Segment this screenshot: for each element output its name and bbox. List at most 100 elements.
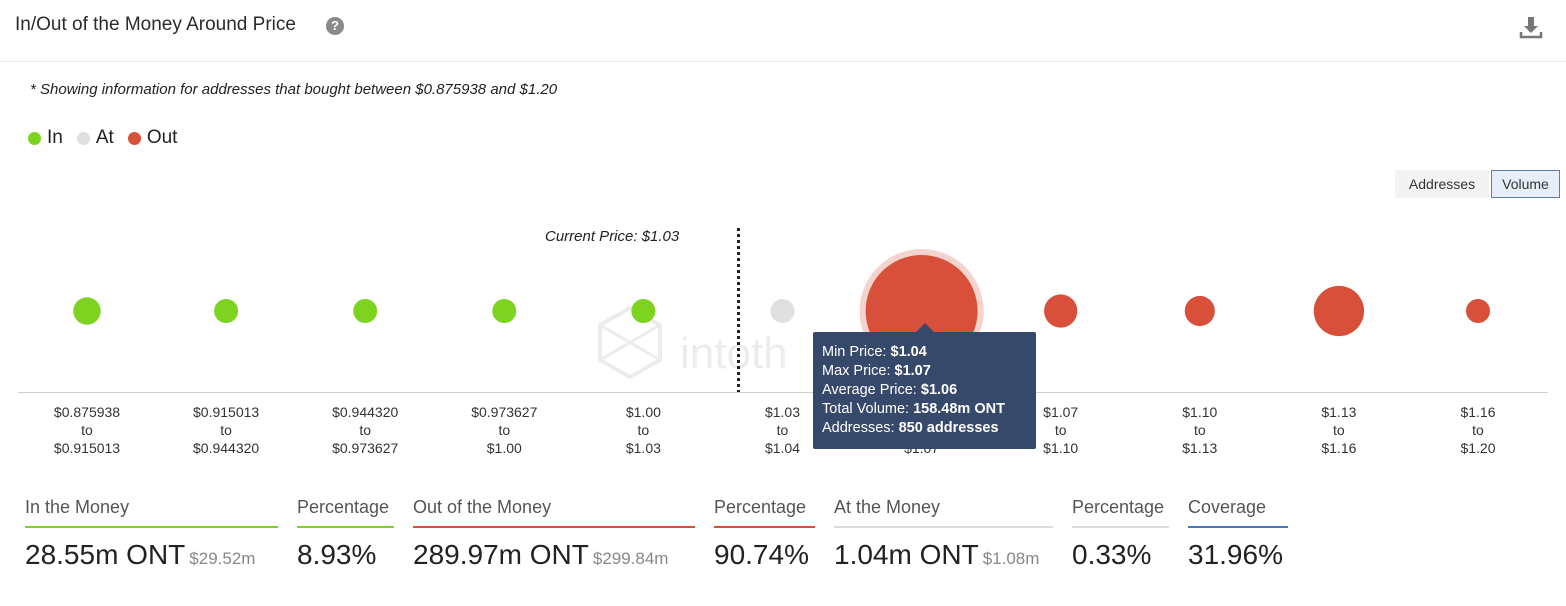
stat-main-value: 1.04m ONT <box>834 539 979 570</box>
tick-connector: to <box>1333 422 1345 438</box>
tick-to: $0.915013 <box>53 440 121 456</box>
stat-label: Out of the Money <box>413 497 552 517</box>
bubble-at-5[interactable] <box>770 299 795 323</box>
stat-main-value: 289.97m ONT <box>413 539 589 570</box>
page-title: In/Out of the Money Around Price <box>15 14 296 35</box>
addresses-toggle-button[interactable]: Addresses <box>1395 170 1489 198</box>
tick-from: $1.16 <box>1460 404 1496 420</box>
stat-value: 289.97m ONT $299.84m <box>413 539 695 571</box>
stat-bar <box>834 526 1053 528</box>
download-icon[interactable] <box>1518 14 1544 40</box>
x-tick-label: $0.944320 to $0.973627 <box>305 403 425 457</box>
stat-at-percentage: Percentage 0.33% <box>1072 497 1169 571</box>
legend-label-at: At <box>95 127 114 148</box>
tick-connector: to <box>776 422 789 438</box>
bubble-in-2[interactable] <box>353 299 378 323</box>
tick-connector: to <box>359 422 372 438</box>
tick-to: $1.16 <box>1321 440 1357 456</box>
help-icon[interactable]: ? <box>326 17 344 35</box>
stat-out-percentage: Percentage 90.74% <box>714 497 815 571</box>
tick-from: $1.13 <box>1321 404 1357 420</box>
tooltip-min-price: Min Price: $1.04 <box>822 344 927 360</box>
bubble-in-0[interactable] <box>73 297 101 325</box>
bubble-tooltip: Min Price: $1.04 Max Price: $1.07 Averag… <box>813 323 1036 449</box>
legend: In At Out <box>28 127 177 149</box>
tick-from: $1.07 <box>1043 404 1079 420</box>
volume-toggle-button[interactable]: Volume <box>1491 170 1560 198</box>
stat-bar <box>25 526 278 528</box>
legend-item-out[interactable]: Out <box>127 127 178 149</box>
x-tick-label: $1.03 to $1.04 <box>723 403 843 457</box>
stat-in-percentage: Percentage 8.93% <box>297 497 394 571</box>
stat-usd-value: $29.52m <box>189 549 256 568</box>
tick-to: $1.00 <box>486 440 522 456</box>
legend-dot-in <box>28 131 41 145</box>
tick-connector: to <box>1193 422 1206 438</box>
range-note: * Showing information for addresses that… <box>30 81 558 98</box>
tooltip-total-volume: Total Volume: 158.48m ONT <box>822 401 1005 417</box>
bubble-out-10[interactable] <box>1466 299 1490 323</box>
tick-from: $0.973627 <box>471 404 538 420</box>
stat-coverage: Coverage 31.96% <box>1188 497 1288 571</box>
stat-label: Percentage <box>714 497 807 517</box>
stat-usd-value: $299.84m <box>592 549 669 568</box>
legend-dot-out <box>127 131 141 145</box>
tick-connector: to <box>1472 422 1484 438</box>
stat-label: Coverage <box>1188 497 1267 517</box>
stat-value: 28.55m ONT $29.52m <box>25 539 278 571</box>
stat-bar <box>714 526 815 528</box>
stat-label: Percentage <box>297 497 390 517</box>
tick-from: $1.00 <box>625 404 661 420</box>
tick-to: $1.04 <box>764 440 801 456</box>
bubble-out-9[interactable] <box>1313 285 1365 337</box>
bubble-in-1[interactable] <box>214 299 239 323</box>
stat-bar <box>413 526 695 528</box>
stat-bar <box>1188 526 1288 528</box>
tick-to: $1.20 <box>1460 440 1496 456</box>
tooltip-addresses: Addresses: 850 addresses <box>822 420 999 436</box>
stat-label: In the Money <box>25 497 130 517</box>
bubble-out-8[interactable] <box>1184 295 1215 327</box>
stat-value: 8.93% <box>297 539 377 570</box>
tick-to: $1.10 <box>1043 440 1079 456</box>
tick-connector: to <box>1054 422 1067 438</box>
stat-bar <box>1072 526 1169 528</box>
tick-from: $0.915013 <box>193 404 260 420</box>
watermark-logo: intoth <box>598 305 788 380</box>
legend-label-in: In <box>47 127 63 148</box>
svg-text:intoth: intoth <box>680 329 788 378</box>
tick-connector: to <box>81 422 93 438</box>
x-tick-label: $1.07 to $1.10 <box>1001 403 1121 457</box>
current-price-label: Current Price: $1.03 <box>545 228 680 245</box>
tick-connector: to <box>637 422 650 438</box>
bubble-in-4[interactable] <box>631 299 656 323</box>
legend-label-out: Out <box>146 127 178 148</box>
tick-to: $1.13 <box>1182 440 1218 456</box>
x-tick-label: $1.13 to $1.16 <box>1279 403 1399 457</box>
x-tick-label: $1.16 to $1.20 <box>1418 403 1538 457</box>
stat-label: At the Money <box>834 497 941 517</box>
legend-dot-at <box>76 131 90 145</box>
chart-header: In/Out of the Money Around Price ? <box>0 0 1566 62</box>
tooltip-average-price: Average Price: $1.06 <box>822 382 958 398</box>
tick-from: $1.03 <box>764 404 801 420</box>
bubble-out-7[interactable] <box>1044 294 1078 328</box>
stat-usd-value: $1.08m <box>982 549 1040 568</box>
stat-at-the-money: At the Money 1.04m ONT $1.08m <box>834 497 1053 571</box>
x-tick-label: $0.875938 to $0.915013 <box>27 403 147 457</box>
tick-to: $0.944320 <box>193 440 260 456</box>
current-price-line <box>737 228 740 393</box>
legend-item-at[interactable]: At <box>76 127 114 149</box>
legend-item-in[interactable]: In <box>28 127 63 149</box>
x-tick-label: $0.973627 to $1.00 <box>444 403 564 457</box>
tick-connector: to <box>498 422 511 438</box>
bubble-chart: intoth <box>73 249 1490 380</box>
bubble-in-3[interactable] <box>492 299 517 323</box>
stat-label: Percentage <box>1072 497 1165 517</box>
stat-in-the-money: In the Money 28.55m ONT $29.52m <box>25 497 278 571</box>
tooltip-max-price: Max Price: $1.07 <box>822 363 931 379</box>
x-tick-label: $1.00 to $1.03 <box>583 403 703 457</box>
x-tick-label: $1.10 to $1.13 <box>1140 403 1260 457</box>
tick-to: $0.973627 <box>332 440 399 456</box>
stat-value: 1.04m ONT $1.08m <box>834 539 1053 571</box>
